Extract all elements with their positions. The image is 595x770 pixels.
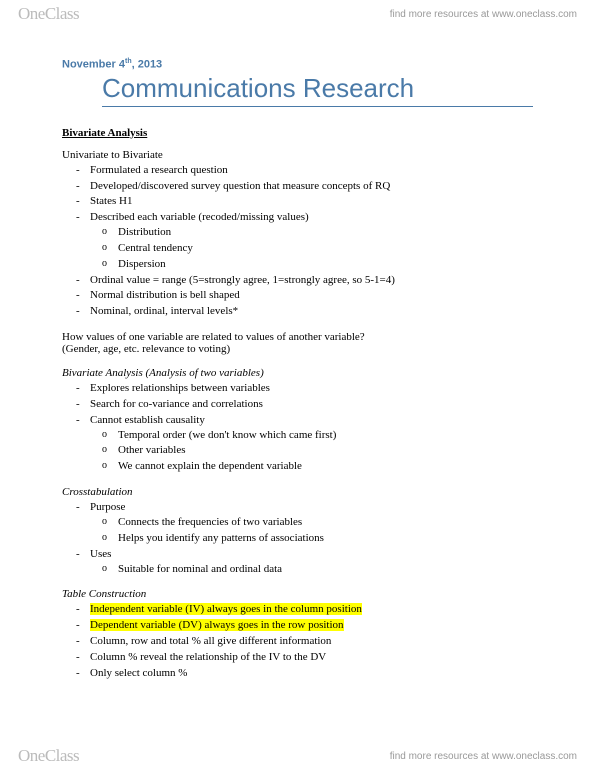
list-item: Independent variable (IV) always goes in… [90,602,533,617]
list-item: Temporal order (we don't know which came… [118,428,533,443]
list-item: Cannot establish causality Temporal orde… [90,413,533,474]
list-item: Only select column % [90,666,533,681]
logo-text-bold: Class [45,4,79,23]
list-item: Normal distribution is bell shaped [90,288,533,303]
list-item: Distribution [118,225,533,240]
list-item: Suitable for nominal and ordinal data [118,562,533,577]
section-heading-bivariate: Bivariate Analysis [62,127,533,139]
sublist: Suitable for nominal and ordinal data [90,562,533,577]
date-prefix: November 4 [62,59,125,71]
list-item: Explores relationships between variables [90,381,533,396]
list-item: Developed/discovered survey question tha… [90,179,533,194]
subheading-bivariate-analysis: Bivariate Analysis (Analysis of two vari… [62,367,533,379]
list-item-text: Described each variable (recoded/missing… [90,211,309,223]
list-bivariate: Explores relationships between variables… [62,381,533,474]
list-item: Uses Suitable for nominal and ordinal da… [90,547,533,577]
question-block: How values of one variable are related t… [62,331,533,355]
logo-text-light: One [18,746,45,765]
list-item: Central tendency [118,241,533,256]
sublist: Distribution Central tendency Dispersion [90,225,533,272]
date-year: , 2013 [132,59,163,71]
list-item-text: Purpose [90,501,125,513]
list-item: We cannot explain the dependent variable [118,459,533,474]
list-item: Dependent variable (DV) always goes in t… [90,618,533,633]
header-tagline: find more resources at www.oneclass.com [390,9,577,20]
subheading-crosstabulation: Crosstabulation [62,486,533,498]
list-item: Dispersion [118,257,533,272]
footer-tagline: find more resources at www.oneclass.com [390,751,577,762]
footer-bar: OneClass find more resources at www.onec… [0,742,595,770]
header-bar: OneClass find more resources at www.onec… [0,0,595,28]
page-title: Communications Research [102,73,533,107]
list-item: Column, row and total % all give differe… [90,634,533,649]
list-item: Described each variable (recoded/missing… [90,210,533,271]
question-line: How values of one variable are related t… [62,331,533,343]
logo-text-light: One [18,4,45,23]
list-item: Formulated a research question [90,163,533,178]
document-page: November 4th, 2013 Communications Resear… [0,0,595,722]
date-suffix: th [125,58,132,65]
highlighted-text: Independent variable (IV) always goes in… [90,603,362,615]
sublist: Temporal order (we don't know which came… [90,428,533,475]
question-line: (Gender, age, etc. relevance to voting) [62,343,533,355]
list-item: Column % reveal the relationship of the … [90,650,533,665]
subheading-univariate: Univariate to Bivariate [62,149,533,161]
list-table-construction: Independent variable (IV) always goes in… [62,602,533,680]
list-item: Helps you identify any patterns of assoc… [118,531,533,546]
list-item: Nominal, ordinal, interval levels* [90,304,533,319]
list-univariate: Formulated a research question Developed… [62,163,533,319]
list-item: Search for co-variance and correlations [90,397,533,412]
list-item: Ordinal value = range (5=strongly agree,… [90,273,533,288]
list-item-text: Cannot establish causality [90,414,205,426]
list-item: Purpose Connects the frequencies of two … [90,500,533,546]
subheading-table-construction: Table Construction [62,588,533,600]
brand-logo-footer: OneClass [18,746,79,766]
list-item-text: Uses [90,548,111,560]
document-date: November 4th, 2013 [62,58,533,71]
brand-logo: OneClass [18,4,79,24]
list-item: Connects the frequencies of two variable… [118,515,533,530]
list-item: States H1 [90,194,533,209]
list-item: Other variables [118,443,533,458]
highlighted-text: Dependent variable (DV) always goes in t… [90,619,344,631]
logo-text-bold: Class [45,746,79,765]
list-crosstab: Purpose Connects the frequencies of two … [62,500,533,576]
sublist: Connects the frequencies of two variable… [90,515,533,546]
